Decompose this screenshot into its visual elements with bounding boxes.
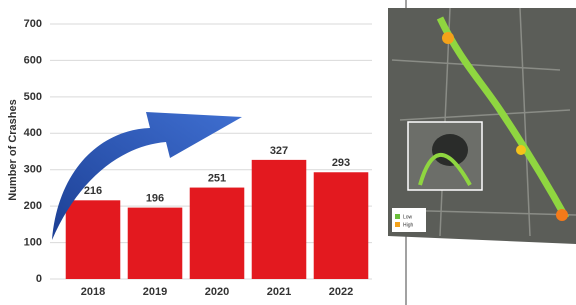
inset-lake [432, 134, 468, 166]
x-tick-label: 2018 [81, 286, 105, 298]
map: Low High [388, 8, 576, 244]
legend-label: Low [403, 214, 413, 220]
hotspot [442, 32, 454, 44]
y-tick-label: 200 [24, 200, 42, 212]
bar [66, 200, 121, 279]
legend-swatch [395, 214, 400, 219]
bar [252, 160, 307, 279]
value-label: 251 [208, 172, 226, 184]
y-tick-label: 400 [24, 127, 42, 139]
y-tick-label: 700 [24, 18, 42, 30]
y-tick-label: 0 [36, 273, 42, 285]
bar [190, 188, 245, 279]
y-tick-label: 100 [24, 236, 42, 248]
y-tick-label: 600 [24, 54, 42, 66]
x-tick-label: 2021 [267, 286, 291, 298]
legend-label: High [403, 222, 414, 228]
legend-swatch [395, 222, 400, 227]
bar [128, 208, 183, 279]
value-label: 216 [84, 185, 102, 197]
x-tick-label: 2022 [329, 286, 353, 298]
value-label: 293 [332, 157, 350, 169]
hotspot [516, 145, 526, 155]
y-tick-label: 500 [24, 91, 42, 103]
plot: 0 100 200 300 400 500 600 700 2018 216 2019 196 2020… [24, 18, 372, 298]
value-label: 327 [270, 145, 288, 157]
x-tick-label: 2019 [143, 286, 167, 298]
y-axis-label: Number of Crashes [7, 99, 19, 200]
bar [314, 172, 369, 279]
value-label: 196 [146, 193, 164, 205]
page: Number of Crashes 0 100 200 300 400 500 600 700… [0, 0, 576, 305]
y-tick-label: 300 [24, 164, 42, 176]
hotspot [556, 209, 568, 221]
x-tick-label: 2020 [205, 286, 229, 298]
